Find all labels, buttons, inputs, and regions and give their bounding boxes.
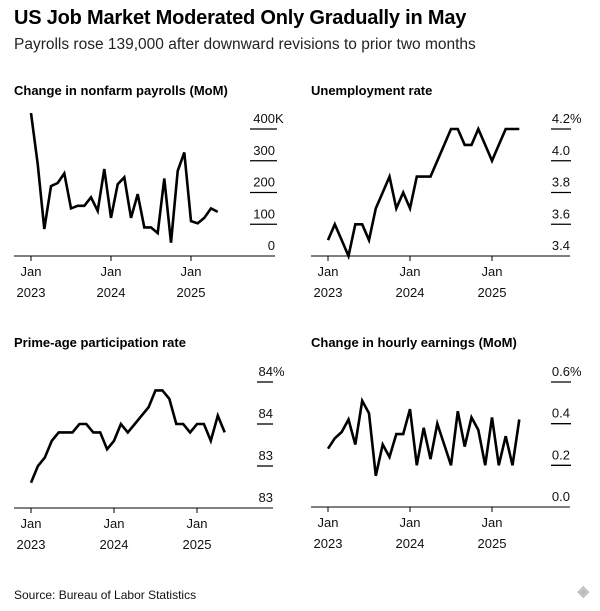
x-tick-year: 2025 [183,537,212,552]
y-tick-label: 4.0 [552,143,570,158]
y-tick-label: 0 [268,238,275,253]
y-tick-label: 4.2 [552,111,570,126]
y-tick-label: 200 [253,175,275,190]
y-tick-label: 0.2 [552,447,570,462]
y-tick-label: 400 [253,111,275,126]
y-tick-label: 0.4 [552,406,570,421]
x-tick-month: Jan [482,264,503,279]
series-line [29,112,219,243]
x-tick-month: Jan [318,264,339,279]
y-tick-unit: % [570,111,582,126]
x-tick-year: 2024 [97,285,126,300]
y-tick-unit: % [273,364,285,379]
page-title: US Job Market Moderated Only Gradually i… [14,7,467,29]
y-tick-label: 83 [259,490,273,505]
source-note: Source: Bureau of Labor Statistics [14,588,197,602]
x-tick-month: Jan [482,515,503,530]
page-subtitle: Payrolls rose 139,000 after downward rev… [14,36,476,53]
x-tick-month: Jan [400,515,421,530]
x-tick-month: Jan [101,264,122,279]
x-tick-month: Jan [21,516,42,531]
x-tick-month: Jan [187,516,208,531]
x-tick-year: 2025 [478,536,507,551]
chart-panel-4: Change in hourly earnings (MoM) 0.6 % 0.4 0.… [311,335,582,551]
series-line [326,125,520,261]
y-tick-label: 100 [253,206,275,221]
x-tick-month: Jan [318,515,339,530]
y-tick-unit: K [275,111,284,126]
y-tick-label: 3.4 [552,238,570,253]
y-tick-label: 0.6 [552,364,570,379]
y-tick-unit: % [570,364,582,379]
x-tick-year: 2024 [396,285,425,300]
series-line [326,396,521,477]
x-tick-month: Jan [21,264,42,279]
x-tick-month: Jan [104,516,125,531]
x-tick-year: 2025 [478,285,507,300]
y-tick-label: 3.8 [552,175,570,190]
x-tick-year: 2023 [17,285,46,300]
y-tick-label: 84 [259,364,273,379]
x-tick-month: Jan [181,264,202,279]
x-tick-year: 2024 [100,537,129,552]
x-tick-year: 2023 [314,536,343,551]
series-line [29,389,226,484]
watermark-logo: ◈ [577,583,590,600]
y-tick-label: 83 [259,448,273,463]
x-tick-month: Jan [400,264,421,279]
y-tick-label: 3.6 [552,206,570,221]
chart-title: Change in hourly earnings (MoM) [311,335,517,350]
chart-panel-2: Unemployment rate 4.2 % 4.0 3.8 3.6 3.4 Jan 2023… [311,83,582,300]
chart-title: Prime-age participation rate [14,335,186,350]
y-tick-label: 0.0 [552,489,570,504]
chart-title: Unemployment rate [311,83,432,98]
y-tick-label: 84 [259,406,273,421]
x-tick-year: 2023 [314,285,343,300]
chart-panel-1: Change in nonfarm payrolls (MoM) 400 K 300 2… [14,83,284,300]
x-tick-year: 2023 [17,537,46,552]
x-tick-year: 2025 [177,285,206,300]
chart-title: Change in nonfarm payrolls (MoM) [14,83,228,98]
y-tick-label: 300 [253,143,275,158]
x-tick-year: 2024 [396,536,425,551]
